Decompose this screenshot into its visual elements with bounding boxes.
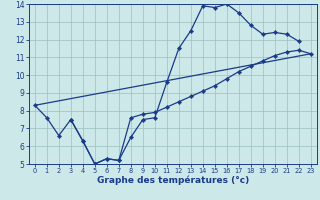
X-axis label: Graphe des températures (°c): Graphe des températures (°c) (97, 176, 249, 185)
